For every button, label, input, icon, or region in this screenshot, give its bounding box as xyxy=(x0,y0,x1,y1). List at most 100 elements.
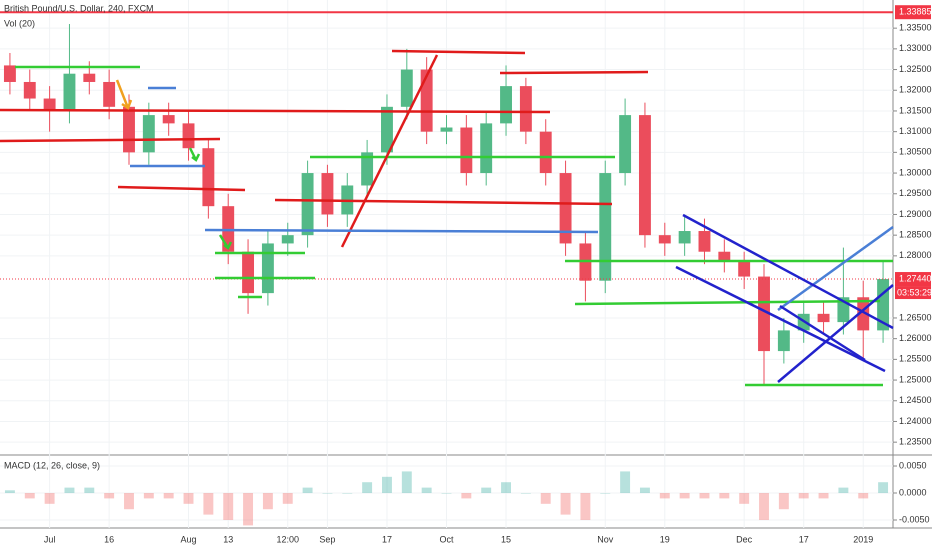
candle-body xyxy=(500,86,512,124)
candle-body xyxy=(301,173,314,236)
histogram-bar xyxy=(858,493,869,499)
histogram-bar xyxy=(44,493,55,504)
candle-body xyxy=(480,123,493,174)
histogram-bar xyxy=(302,487,313,494)
y-tick-label: 1.26000 xyxy=(899,333,932,343)
histogram-bar xyxy=(560,493,571,515)
y-tick-label: 1.25000 xyxy=(899,374,932,384)
candle-body xyxy=(43,98,56,111)
countdown: 03:53:29 xyxy=(897,287,932,297)
resistance-line xyxy=(391,49,526,55)
histogram-bar xyxy=(362,482,373,494)
histogram-bar xyxy=(223,493,234,521)
y-tick-label: 1.24000 xyxy=(899,416,932,426)
histogram-bar xyxy=(520,493,531,494)
candle-body xyxy=(519,86,532,132)
y-tick-label: 1.24500 xyxy=(899,395,932,405)
y-tick-label: 1.33000 xyxy=(899,43,932,53)
x-tick-label: 17 xyxy=(382,534,392,544)
histogram-bar xyxy=(639,487,650,494)
histogram-bar xyxy=(104,493,115,499)
y-tick-label: 1.33500 xyxy=(899,23,932,33)
x-tick-label: 12:00 xyxy=(276,534,299,544)
histogram-bar xyxy=(124,493,134,510)
candle-body xyxy=(440,127,453,132)
histogram-bar xyxy=(739,493,750,504)
histogram-bar xyxy=(620,471,631,494)
y-tick-label: 0.0050 xyxy=(899,460,927,470)
candle-body xyxy=(877,279,890,331)
labels: 1.33500 1.33000 1.32500 1.32000 1.31500 1.310… xyxy=(44,5,932,544)
chart-title: British Pound/U.S. Dollar, 240, FXCM xyxy=(4,3,154,13)
channel-line xyxy=(779,304,866,362)
candle-body xyxy=(658,235,671,244)
channel-line xyxy=(682,213,894,330)
candle-body xyxy=(758,276,770,352)
candle-body xyxy=(242,251,255,294)
x-tick-label: Sep xyxy=(319,534,335,544)
y-tick-label: 1.23500 xyxy=(899,437,932,447)
histogram-bar xyxy=(262,493,273,510)
histogram-bar xyxy=(600,493,611,494)
x-tick-label: Nov xyxy=(597,534,614,544)
price-label-box xyxy=(895,272,931,287)
y-tick-label: 1.31000 xyxy=(899,126,932,136)
candle-body xyxy=(738,260,751,277)
x-tick-label: Oct xyxy=(439,534,454,544)
histogram-bar xyxy=(461,493,472,499)
y-tick-label: 0.0000 xyxy=(899,487,927,497)
histogram-bar xyxy=(143,493,154,499)
candle-body xyxy=(857,297,870,331)
candle-body xyxy=(321,173,334,215)
channel-line xyxy=(777,284,894,383)
candle-body xyxy=(3,65,16,82)
candle-body xyxy=(23,81,36,99)
candle-body xyxy=(142,115,155,153)
histogram-bar xyxy=(421,487,432,494)
histogram-bar xyxy=(243,493,254,526)
candle-body xyxy=(381,106,393,153)
resistance-line xyxy=(274,198,613,206)
y-tick-label: 1.28000 xyxy=(899,250,932,260)
histogram-bar xyxy=(501,482,511,494)
histogram-bar xyxy=(342,493,353,494)
histogram-bar xyxy=(798,493,809,499)
support-line xyxy=(574,299,881,306)
candle-body xyxy=(777,330,790,352)
y-tick-label: -0.0050 xyxy=(899,514,930,524)
candle-body xyxy=(361,152,374,186)
histogram-bar xyxy=(322,493,333,494)
histogram-bar xyxy=(84,487,95,494)
arrow xyxy=(218,234,233,250)
histogram-bar xyxy=(699,493,710,499)
histogram-bar xyxy=(778,493,789,510)
y-tick-label: 1.29000 xyxy=(899,209,932,219)
arrow xyxy=(188,147,201,162)
histogram-bar xyxy=(382,476,392,494)
level-line xyxy=(204,228,599,234)
x-tick-label: 13 xyxy=(223,534,233,544)
macd-title: MACD (12, 26, close, 9) xyxy=(4,460,100,470)
histogram-bar xyxy=(481,487,492,494)
y-tick-label: 1.30000 xyxy=(899,167,932,177)
y-tick-label: 1.32000 xyxy=(899,85,932,95)
candle-body xyxy=(182,123,195,149)
channel-line xyxy=(675,265,886,373)
candle-body xyxy=(718,251,731,260)
marks xyxy=(0,0,893,528)
x-tick-label: Aug xyxy=(181,534,197,544)
candle-body xyxy=(162,115,175,124)
y-tick-label: 1.29500 xyxy=(899,188,932,198)
indicator-label: Vol (20) xyxy=(4,18,35,28)
candle-body xyxy=(837,297,850,323)
price-label: 1.27440 xyxy=(899,273,932,283)
resistance-line xyxy=(117,185,246,192)
histogram-bar xyxy=(838,487,849,494)
histogram-bar xyxy=(4,490,15,494)
x-tick-label: 19 xyxy=(660,534,670,544)
price-label: 1.33885 xyxy=(899,7,932,17)
candle-body xyxy=(539,131,552,174)
resistance-line xyxy=(0,137,221,143)
y-tick-label: 1.28500 xyxy=(899,230,932,240)
